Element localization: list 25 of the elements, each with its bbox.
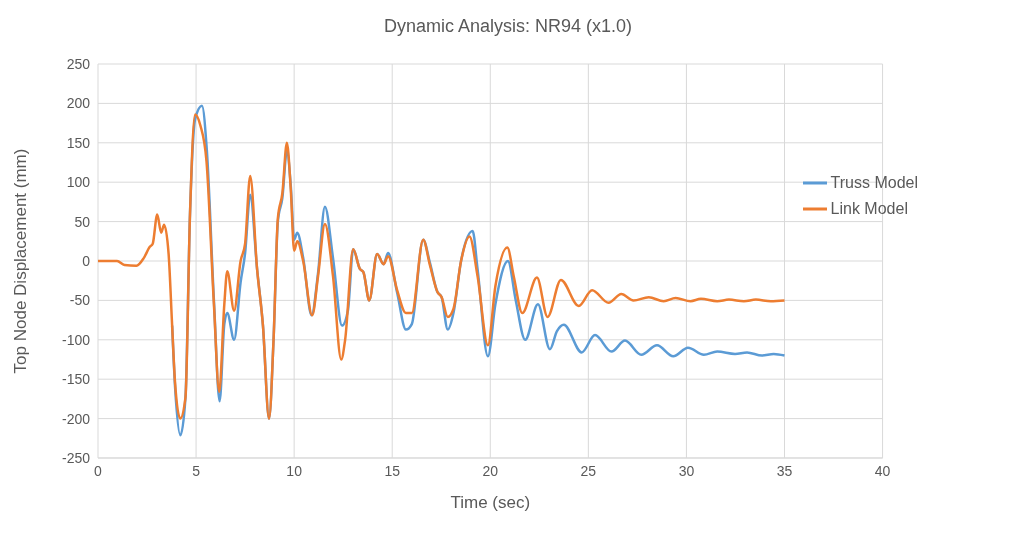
y-tick-label: -100 — [61, 331, 91, 348]
x-tick-label: 40 — [874, 462, 891, 479]
x-tick-label: 5 — [192, 462, 201, 479]
y-tick-label: 100 — [66, 174, 91, 191]
y-tick-label: -250 — [61, 449, 91, 466]
x-tick-label: 0 — [94, 462, 103, 479]
legend-label: Truss Model — [830, 174, 918, 192]
y-tick-label: -150 — [61, 371, 91, 388]
y-tick-label: -200 — [61, 410, 91, 427]
x-axis-title: Time (sec) — [450, 493, 531, 512]
x-tick-label: 15 — [384, 462, 401, 479]
y-tick-label: 200 — [66, 95, 91, 112]
x-tick-label: 35 — [776, 462, 793, 479]
y-tick-label: 0 — [82, 252, 91, 269]
y-tick-label: 250 — [66, 55, 91, 72]
x-tick-label: 25 — [580, 462, 597, 479]
y-tick-label: 50 — [74, 213, 91, 230]
y-tick-label: -50 — [69, 292, 91, 309]
y-axis-title: Top Node Displacement (mm) — [11, 148, 31, 374]
x-tick-label: 30 — [678, 462, 695, 479]
x-tick-label: 10 — [286, 462, 303, 479]
y-tick-label: 150 — [66, 134, 91, 151]
legend-label: Link Model — [830, 200, 908, 218]
x-tick-label: 20 — [482, 462, 499, 479]
chart-title: Dynamic Analysis: NR94 (x1.0) — [382, 15, 634, 38]
